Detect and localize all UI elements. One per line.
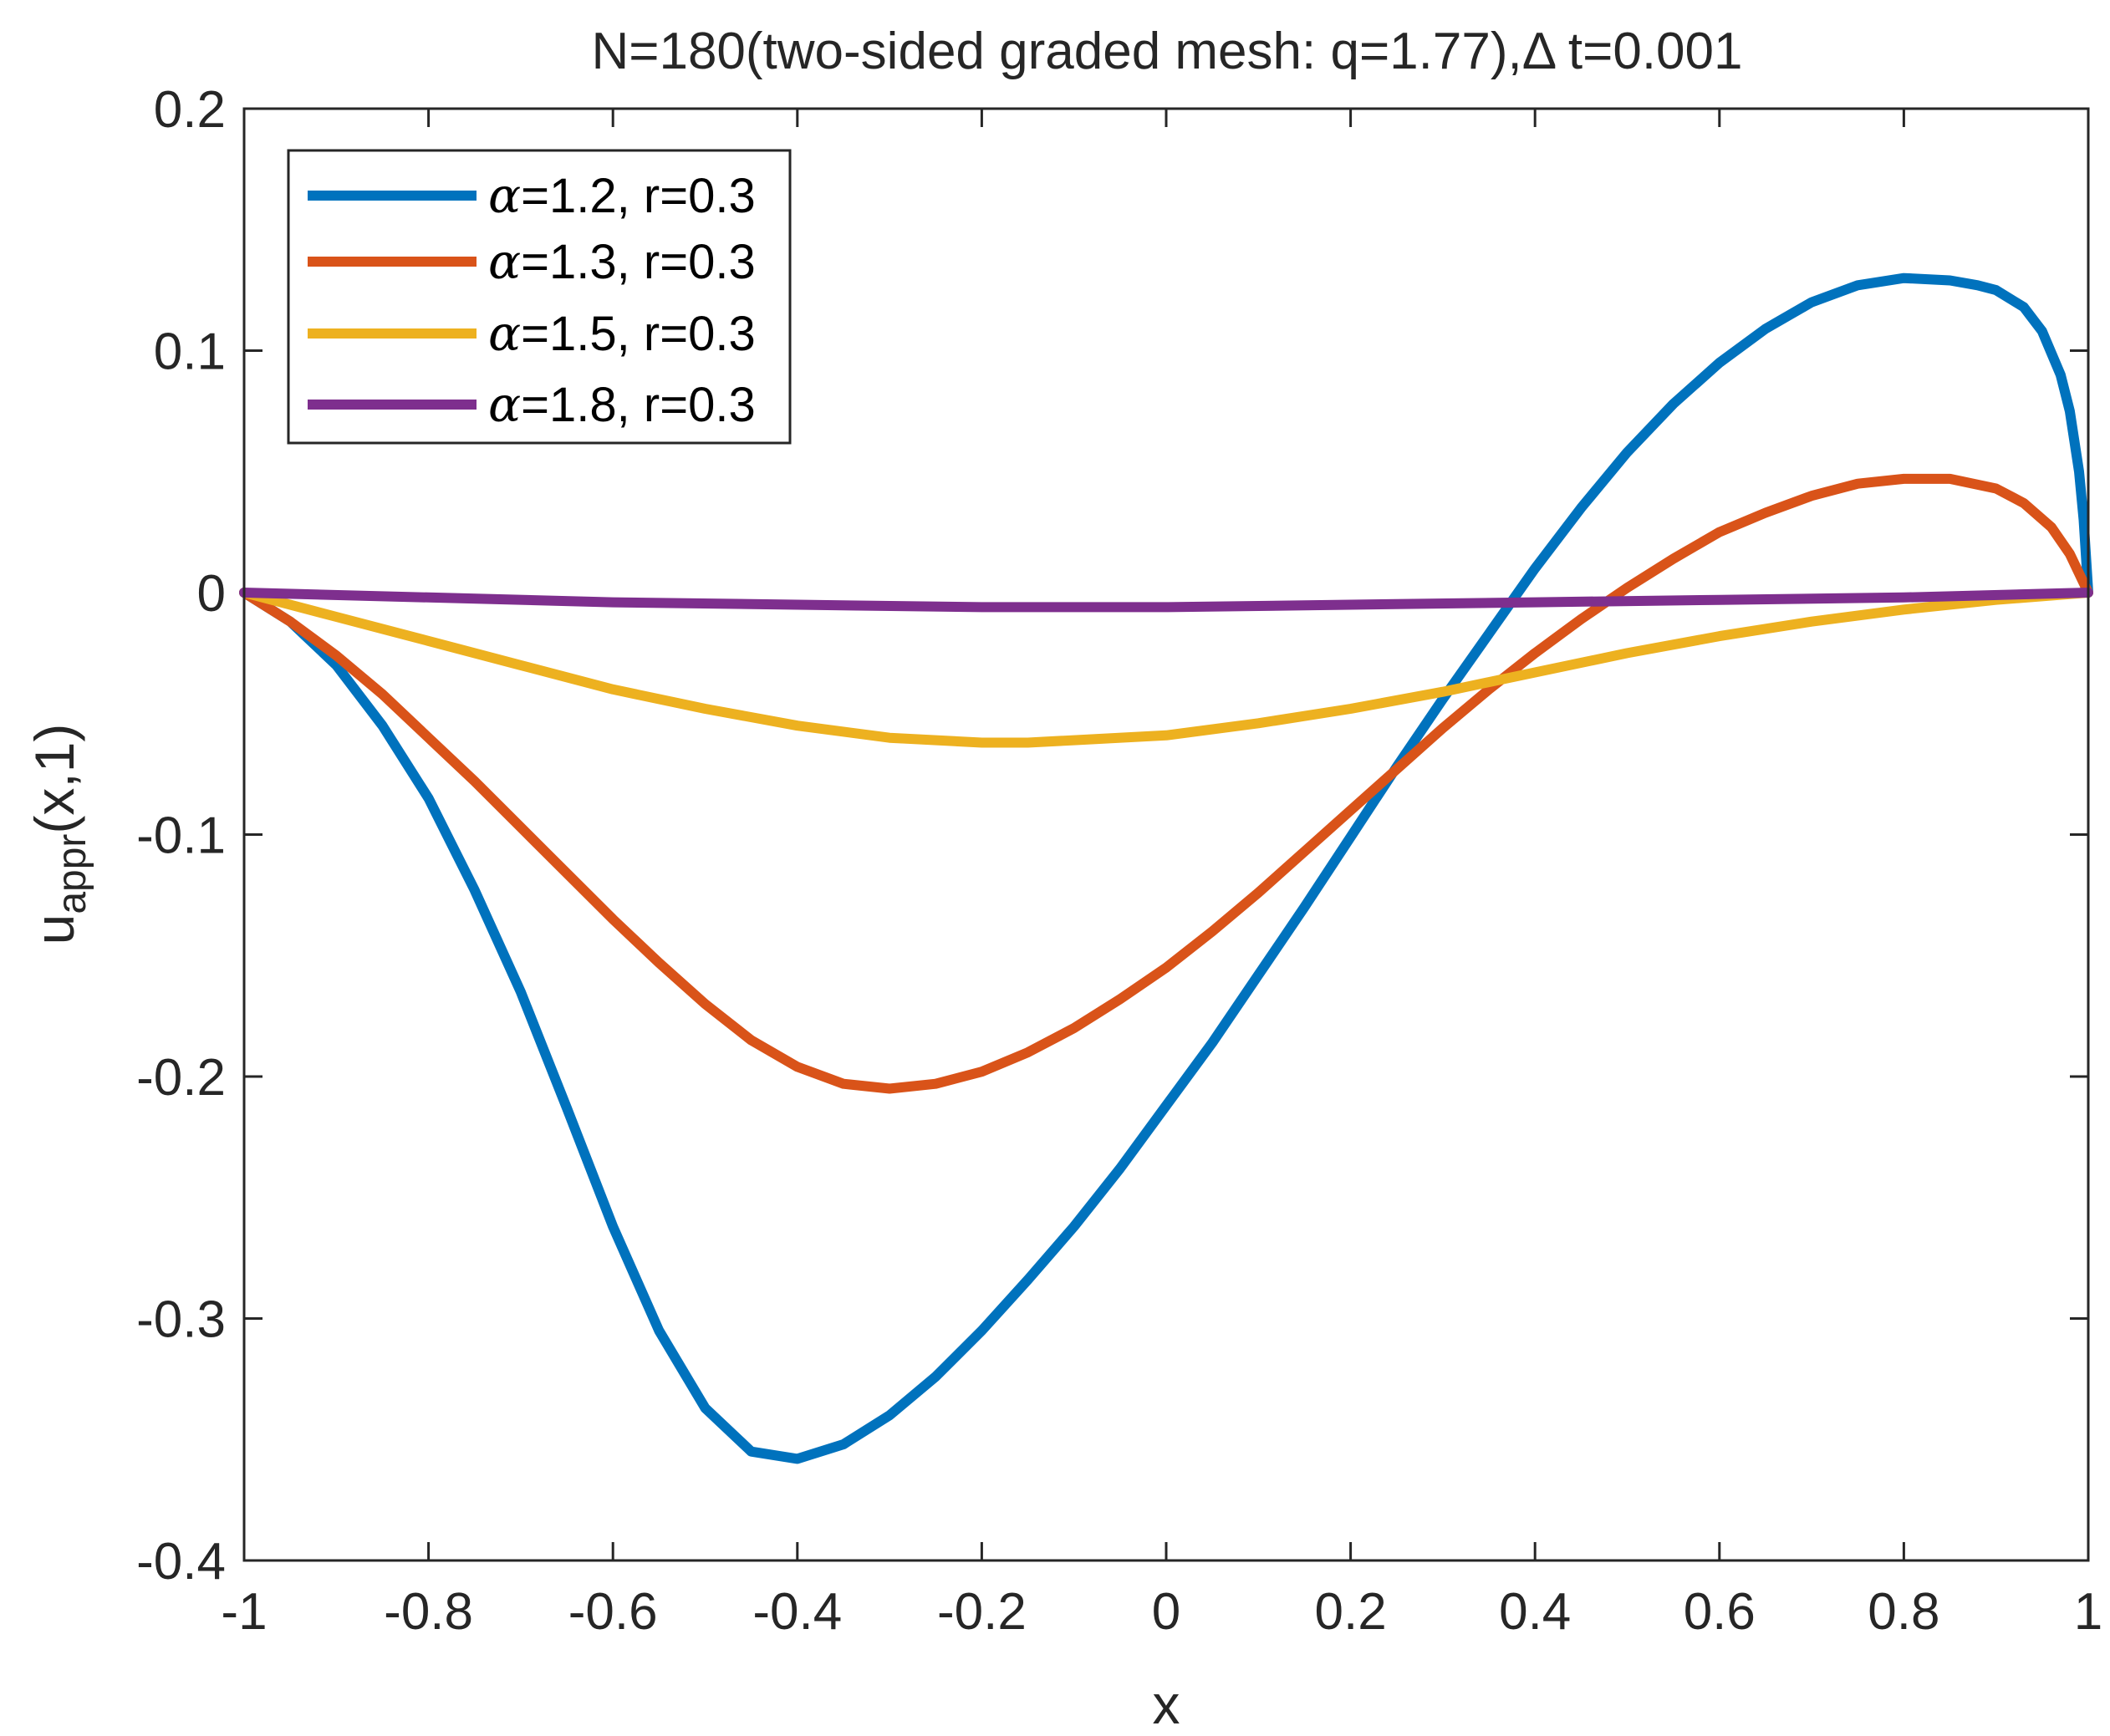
y-axis-label-main: u (23, 914, 85, 945)
y-tick-label: 0.1 (154, 323, 226, 381)
legend-alpha-symbol: α (488, 376, 521, 433)
y-axis-label-args: (x,1) (23, 724, 85, 834)
axes-box (242, 107, 2090, 1562)
x-tick-label: -0.6 (568, 1583, 658, 1641)
legend-entry-4: α=1.8, r=0.3 (488, 376, 756, 433)
series-line-1 (239, 272, 2093, 1464)
legend-params: =1.2, r=0.3 (521, 169, 756, 223)
series-layer (239, 272, 2093, 1464)
legend-params: =1.3, r=0.3 (521, 235, 756, 289)
legend-entry-2: α=1.3, r=0.3 (488, 233, 756, 290)
series-line-4 (239, 588, 2093, 613)
chart-title: N=180(two-sided graded mesh: q=1.77),Δ t… (591, 23, 1742, 80)
svg-text:uappr(x,1): uappr(x,1) (23, 724, 94, 945)
x-tick-label: -1 (221, 1583, 267, 1641)
y-axis-label-subscript: appr (50, 834, 94, 914)
legend-entry-3: α=1.5, r=0.3 (488, 305, 756, 362)
y-axis-label: uappr(x,1) (23, 724, 94, 945)
x-tick-label: -0.4 (752, 1583, 842, 1641)
legend-alpha-symbol: α (488, 305, 521, 362)
y-tick-label: -0.3 (136, 1291, 226, 1349)
x-tick-label: -0.2 (937, 1583, 1027, 1641)
legend-alpha-symbol: α (488, 167, 521, 224)
x-tick-label: 1 (2074, 1583, 2102, 1641)
series-line-3 (239, 588, 2093, 748)
y-tick-label: -0.2 (136, 1049, 226, 1107)
y-tick-label: -0.4 (136, 1533, 226, 1591)
x-tick-label: -0.8 (384, 1583, 473, 1641)
legend: α=1.2, r=0.3α=1.3, r=0.3α=1.5, r=0.3α=1.… (287, 149, 792, 445)
legend-params: =1.8, r=0.3 (521, 378, 756, 432)
tick-layer: -1 -0.8 -0.6 -0.4 -0.2 0 0.2 0.4 0.6 0.8 1 -0.4 -0.3… (136, 81, 2102, 1641)
legend-alpha-symbol: α (488, 233, 521, 290)
x-tick-label: 0 (1152, 1583, 1180, 1641)
x-tick-label: 0.6 (1684, 1583, 1756, 1641)
x-axis-label: x (1153, 1673, 1180, 1735)
x-tick-label: 0.2 (1314, 1583, 1386, 1641)
legend-entry-1: α=1.2, r=0.3 (488, 167, 756, 224)
y-tick-label: 0 (197, 565, 226, 623)
x-tick-label: 0.8 (1868, 1583, 1939, 1641)
x-tick-label: 0.4 (1499, 1583, 1571, 1641)
legend-params: =1.5, r=0.3 (521, 307, 756, 361)
y-tick-label: 0.2 (154, 81, 226, 139)
series-line-2 (239, 473, 2093, 1094)
y-tick-label: -0.1 (136, 807, 226, 865)
